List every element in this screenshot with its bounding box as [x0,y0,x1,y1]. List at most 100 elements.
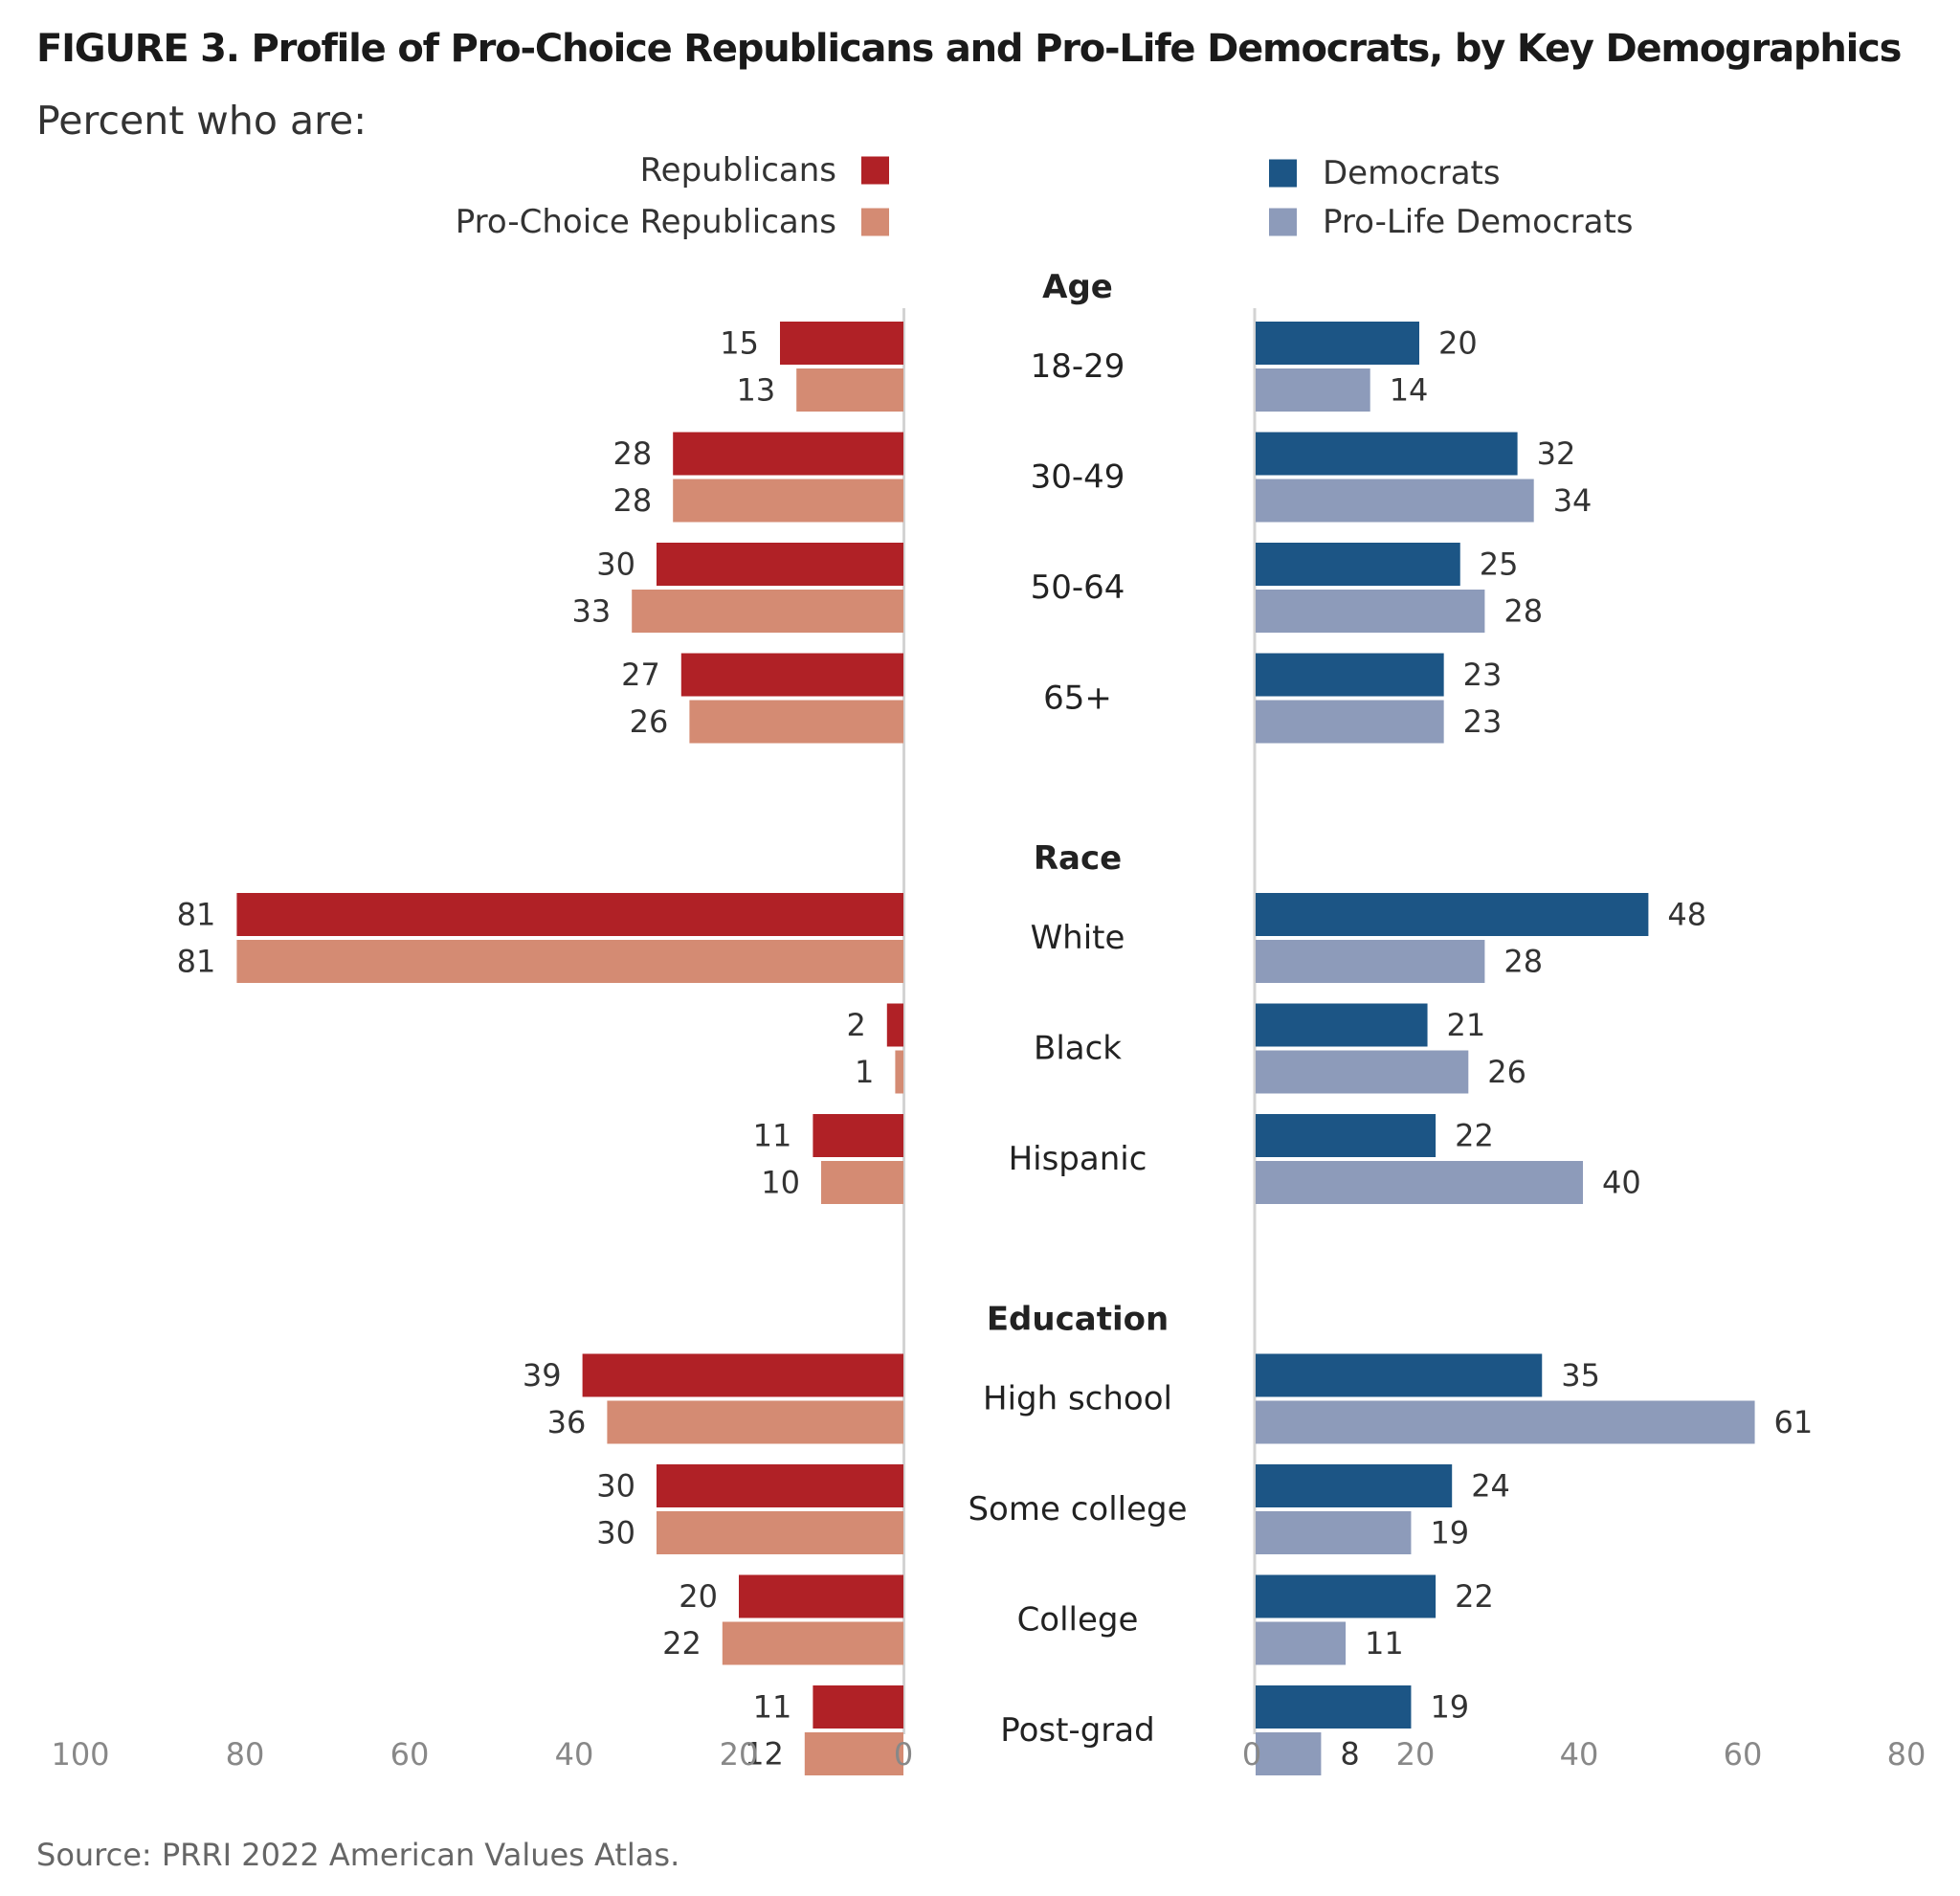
bar-republicans-65- [680,653,903,697]
value-label-pro-life-democrats-some-college: 19 [1430,1515,1469,1551]
value-label-democrats-white: 48 [1667,897,1706,933]
value-label-democrats-50-64: 25 [1480,546,1519,583]
left-axis-tick-100: 100 [51,1736,109,1773]
right-axis-tick-80: 80 [1887,1736,1927,1773]
value-label-republicans-white: 81 [177,897,216,933]
bar-pro-life-democrats-high-school [1256,1400,1755,1444]
value-label-pro-choice-republicans-college: 22 [662,1625,702,1662]
category-label-post-grad: Post-grad [1000,1711,1154,1750]
legend-swatch-pro-life-democrats [1269,208,1297,236]
value-label-pro-life-democrats-college: 11 [1365,1625,1404,1662]
left-axis-tick-60: 60 [390,1736,430,1773]
bar-democrats-30-49 [1256,432,1518,476]
bar-democrats-college [1256,1574,1437,1618]
bar-pro-life-democrats-65- [1256,700,1444,744]
value-label-pro-choice-republicans-some-college: 30 [596,1515,635,1551]
legend-label-republicans: Republicans [640,151,836,190]
bar-republicans-post-grad [813,1685,903,1729]
bar-pro-life-democrats-18-29 [1256,368,1370,412]
category-label-18-29: 18-29 [1031,347,1125,386]
value-label-pro-life-democrats-65-: 23 [1463,703,1503,740]
bar-republicans-white [236,893,903,936]
bar-democrats-post-grad [1256,1685,1412,1729]
value-label-pro-choice-republicans-65-: 26 [630,703,669,740]
group-label-education: Education [987,1301,1169,1339]
value-label-democrats-post-grad: 19 [1430,1689,1469,1726]
value-label-republicans-high-school: 39 [523,1357,562,1394]
value-label-democrats-18-29: 20 [1438,325,1478,362]
value-label-democrats-30-49: 32 [1537,435,1576,472]
value-label-pro-choice-republicans-18-29: 13 [736,372,775,409]
category-label-30-49: 30-49 [1031,458,1125,497]
bar-pro-life-democrats-black [1256,1050,1469,1094]
bar-democrats-some-college [1256,1464,1453,1507]
value-label-republicans-post-grad: 11 [753,1689,792,1726]
value-label-republicans-college: 20 [679,1578,718,1615]
bar-pro-choice-republicans-some-college [657,1511,903,1554]
category-label-50-64: 50-64 [1031,569,1125,607]
value-label-pro-life-democrats-white: 28 [1503,944,1543,980]
value-label-pro-choice-republicans-black: 1 [855,1054,874,1090]
bar-republicans-hispanic [813,1114,903,1157]
category-label-white: White [1031,919,1125,957]
legend-swatch-republicans [861,156,889,185]
bar-democrats-black [1256,1003,1428,1047]
bar-republicans-college [739,1574,903,1618]
value-label-republicans-18-29: 15 [720,325,759,362]
bar-pro-choice-republicans-post-grad [804,1732,903,1775]
value-label-pro-life-democrats-30-49: 34 [1553,482,1592,519]
legend-label-pro-choice-republicans: Pro-Choice Republicans [456,203,836,241]
value-label-pro-choice-republicans-high-school: 36 [547,1404,587,1440]
left-axis-tick-0: 0 [894,1736,913,1773]
value-label-democrats-some-college: 24 [1471,1468,1510,1505]
legend-swatch-pro-choice-republicans [861,208,889,236]
bar-pro-life-democrats-30-49 [1256,479,1534,523]
bar-pro-choice-republicans-black [895,1050,903,1094]
value-label-pro-life-democrats-18-29: 14 [1390,372,1429,409]
legend-swatch-democrats [1269,159,1297,188]
bar-democrats-white [1256,893,1649,936]
source-note: Source: PRRI 2022 American Values Atlas. [36,1837,680,1873]
category-label-65-: 65+ [1043,680,1112,718]
value-label-democrats-black: 21 [1447,1007,1486,1043]
bar-pro-life-democrats-post-grad [1256,1732,1322,1775]
legend-label-democrats: Democrats [1323,154,1501,192]
bar-republicans-50-64 [657,543,903,586]
value-label-pro-life-democrats-black: 26 [1487,1054,1526,1090]
bar-pro-choice-republicans-college [722,1621,903,1665]
right-axis-tick-0: 0 [1242,1736,1261,1773]
value-label-pro-life-democrats-high-school: 61 [1774,1404,1814,1440]
bar-democrats-18-29 [1256,322,1419,365]
bar-republicans-high-school [582,1353,903,1397]
legend-label-pro-life-democrats: Pro-Life Democrats [1323,203,1634,241]
bar-pro-choice-republicans-50-64 [632,590,903,633]
bar-republicans-18-29 [780,322,903,365]
bar-republicans-black [886,1003,903,1047]
category-label-college: College [1017,1601,1139,1639]
bar-republicans-some-college [657,1464,903,1507]
value-label-pro-choice-republicans-white: 81 [177,944,216,980]
chart-subtitle: Percent who are: [36,98,368,144]
bar-pro-choice-republicans-18-29 [796,368,903,412]
bar-pro-life-democrats-some-college [1256,1511,1412,1554]
value-label-democrats-college: 22 [1455,1578,1494,1615]
value-label-pro-choice-republicans-50-64: 33 [571,593,611,630]
value-label-republicans-65-: 27 [621,657,660,693]
value-label-republicans-some-college: 30 [596,1468,635,1505]
value-label-democrats-65-: 23 [1463,657,1503,693]
bar-pro-choice-republicans-30-49 [673,479,903,523]
value-label-democrats-high-school: 35 [1561,1357,1600,1394]
value-label-democrats-hispanic: 22 [1455,1118,1494,1154]
bar-pro-choice-republicans-65- [689,700,903,744]
bar-pro-choice-republicans-hispanic [821,1161,903,1204]
value-label-pro-choice-republicans-post-grad: 12 [745,1736,784,1773]
value-label-republicans-black: 2 [846,1007,865,1043]
category-label-high-school: High school [983,1380,1172,1418]
right-axis-tick-20: 20 [1396,1736,1436,1773]
category-label-black: Black [1034,1030,1122,1068]
right-axis-tick-40: 40 [1560,1736,1599,1773]
value-label-republicans-50-64: 30 [596,546,635,583]
bar-democrats-65- [1256,653,1444,697]
value-label-republicans-hispanic: 11 [753,1118,792,1154]
